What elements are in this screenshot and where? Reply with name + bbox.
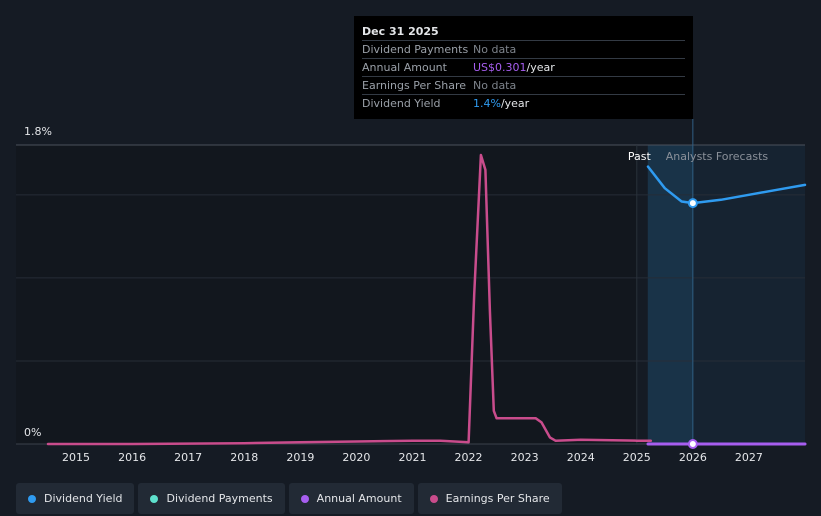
legend-label: Dividend Payments — [166, 492, 273, 505]
tooltip-row-value: US$0.301 — [473, 61, 527, 74]
y-tick-label: 0% — [24, 426, 41, 439]
tooltip-row-unit: /year — [526, 61, 555, 74]
legend-item[interactable]: Dividend Payments — [138, 483, 285, 514]
tooltip-row-label: Earnings Per Share — [362, 79, 467, 92]
x-tick-label: 2026 — [679, 451, 707, 464]
series-line-dividend-yield — [646, 165, 807, 205]
legend-dot-icon — [28, 494, 36, 503]
x-tick-label: 2020 — [342, 451, 370, 464]
legend-label: Dividend Yield — [44, 492, 123, 505]
tooltip-row: Dividend Payments No data — [362, 40, 685, 58]
legend: Dividend Yield Dividend Payments Annual Am… — [16, 483, 562, 514]
tooltip-row: Dividend Yield 1.4%/year — [362, 94, 685, 112]
forecast-region — [692, 145, 805, 444]
tooltip-row: Earnings Per Share No data — [362, 76, 685, 94]
tooltip-row-value: No data — [473, 43, 517, 56]
highlight-point — [687, 198, 698, 209]
legend-item[interactable]: Annual Amount — [288, 483, 414, 514]
past-region — [16, 145, 637, 444]
x-tick-label: 2022 — [455, 451, 483, 464]
x-tick-label: 2021 — [398, 451, 426, 464]
tooltip-row-label: Dividend Payments — [362, 43, 469, 56]
legend-item[interactable]: Dividend Yield — [16, 483, 135, 514]
legend-dot-icon — [300, 494, 309, 503]
past-label: Past — [628, 150, 652, 163]
series-line-earnings-per-share — [46, 153, 653, 446]
x-tick-label: 2015 — [62, 451, 90, 464]
tooltip-row-value: No data — [473, 79, 517, 92]
tooltip-row-label: Annual Amount — [362, 61, 447, 74]
x-tick-label: 2018 — [230, 451, 258, 464]
tooltip-row-label: Dividend Yield — [362, 97, 441, 110]
x-tick-label: 2016 — [118, 451, 146, 464]
tooltip-row-unit: /year — [500, 97, 530, 110]
x-tick-label: 2027 — [735, 451, 763, 464]
x-tick-label: 2017 — [174, 451, 202, 464]
tooltip-date: Dec 31 2025 — [362, 25, 439, 38]
forecast-label: Analysts Forecasts — [666, 150, 769, 163]
tooltip: Dec 31 2025 Dividend Payments No data Annu… — [354, 16, 693, 119]
legend-item[interactable]: Earnings Per Share — [417, 483, 562, 514]
tooltip-row-value: 1.4% — [473, 97, 501, 110]
x-tick-label: 2025 — [623, 451, 651, 464]
x-tick-label: 2019 — [286, 451, 314, 464]
forecast-highlight-region — [647, 145, 693, 444]
legend-dot-icon — [429, 494, 438, 503]
x-tick-label: 2024 — [567, 451, 595, 464]
y-tick-label: 1.8% — [24, 125, 52, 138]
highlight-point — [687, 439, 698, 449]
legend-dot-icon — [150, 494, 159, 503]
legend-label: Annual Amount — [316, 492, 402, 505]
tooltip-row: Annual Amount US$0.301/year — [362, 58, 685, 76]
x-tick-label: 2023 — [511, 451, 539, 464]
legend-label: Earnings Per Share — [445, 492, 550, 505]
